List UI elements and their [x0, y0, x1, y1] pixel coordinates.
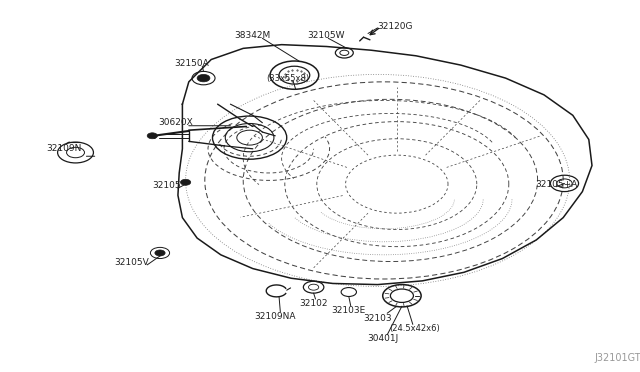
Text: 30401J: 30401J	[367, 334, 398, 343]
Text: 32105V: 32105V	[114, 258, 148, 267]
Text: 30620X: 30620X	[159, 118, 193, 127]
Text: J32101GT: J32101GT	[595, 353, 640, 363]
Text: 32150A: 32150A	[175, 59, 209, 68]
Text: (24.5x42x6): (24.5x42x6)	[389, 324, 440, 333]
Text: 32109NA: 32109NA	[255, 312, 296, 321]
Circle shape	[155, 250, 165, 256]
Text: 32103: 32103	[364, 314, 392, 323]
Text: 32105: 32105	[152, 182, 180, 190]
Circle shape	[147, 133, 157, 139]
Text: 32103E: 32103E	[332, 306, 366, 315]
Text: 32120G: 32120G	[378, 22, 413, 31]
Text: (33x55x8): (33x55x8)	[266, 74, 310, 83]
Text: 32109N: 32109N	[46, 144, 82, 153]
Text: 38342M: 38342M	[235, 31, 271, 40]
Circle shape	[197, 74, 210, 82]
Circle shape	[180, 179, 191, 185]
Text: 32105+A: 32105+A	[536, 180, 578, 189]
Text: 32102: 32102	[300, 299, 328, 308]
Text: 32105W: 32105W	[308, 31, 345, 40]
